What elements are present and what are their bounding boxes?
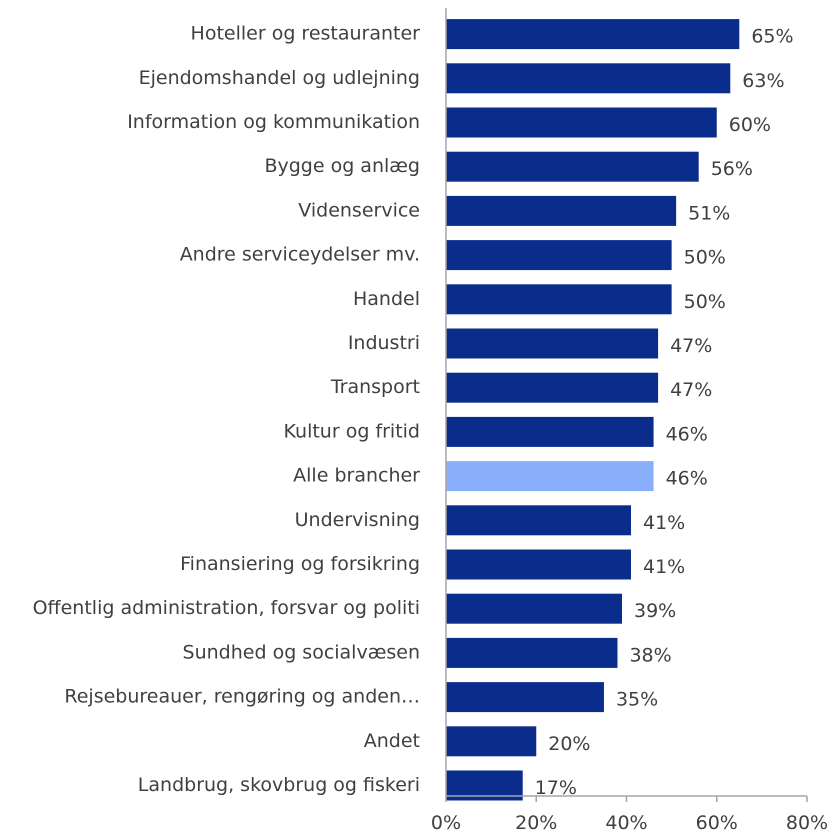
value-label: 38%: [629, 644, 671, 666]
value-label: 51%: [688, 202, 730, 224]
value-label: 63%: [742, 70, 784, 92]
bar: [446, 505, 632, 536]
category-label: Industri: [348, 332, 420, 354]
value-label: 50%: [684, 291, 726, 313]
x-tick-label: 0%: [431, 812, 461, 834]
category-label: Hoteller og restauranter: [191, 23, 421, 45]
value-label: 47%: [670, 335, 712, 357]
category-label: Offentlig administration, forsvar og pol…: [33, 597, 420, 619]
bar: [446, 240, 672, 271]
category-label: Kultur og fritid: [284, 420, 420, 442]
value-label: 46%: [666, 468, 708, 490]
value-label: 56%: [711, 158, 753, 180]
category-label: Alle brancher: [293, 465, 420, 487]
x-tick-label: 60%: [696, 812, 738, 834]
value-label: 60%: [729, 114, 771, 136]
x-tick-label: 80%: [786, 812, 828, 834]
value-label: 17%: [535, 777, 577, 799]
x-tick-label: 20%: [515, 812, 557, 834]
category-label: Ejendomshandel og udlejning: [139, 67, 420, 89]
category-label: Undervisning: [295, 509, 420, 531]
category-label: Information og kommunikation: [127, 111, 420, 133]
bar: [446, 19, 740, 50]
category-label: Videnservice: [298, 199, 420, 221]
value-label: 47%: [670, 379, 712, 401]
value-label: 41%: [643, 556, 685, 578]
value-label: 35%: [616, 689, 658, 711]
value-label: 50%: [684, 247, 726, 269]
bar: [446, 195, 677, 226]
value-label: 65%: [751, 26, 793, 48]
bar: [446, 284, 672, 315]
bar: [446, 637, 618, 668]
bar: [446, 107, 717, 138]
category-label: Transport: [330, 376, 420, 398]
value-label: 39%: [634, 600, 676, 622]
value-label: 20%: [548, 733, 590, 755]
bar: [446, 151, 699, 182]
value-label: 41%: [643, 512, 685, 534]
category-label: Sundhed og socialvæsen: [183, 641, 420, 663]
bar: [446, 416, 654, 447]
bar: [446, 726, 537, 757]
bar: [446, 328, 659, 359]
category-label: Andet: [364, 730, 420, 752]
category-label: Bygge og anlæg: [264, 155, 420, 177]
value-label: 46%: [666, 423, 708, 445]
bar: [446, 549, 632, 580]
category-label: Andre serviceydelser mv.: [180, 244, 420, 266]
bar: [446, 682, 604, 713]
category-label: Landbrug, skovbrug og fiskeri: [138, 774, 420, 796]
category-label: Rejsebureauer, rengøring og anden…: [64, 686, 420, 708]
bar: [446, 461, 654, 492]
category-label: Finansiering og forsikring: [180, 553, 420, 575]
bar: [446, 593, 622, 624]
bar: [446, 372, 659, 403]
bar: [446, 63, 731, 94]
x-tick-label: 40%: [605, 812, 647, 834]
category-label: Handel: [353, 288, 420, 310]
